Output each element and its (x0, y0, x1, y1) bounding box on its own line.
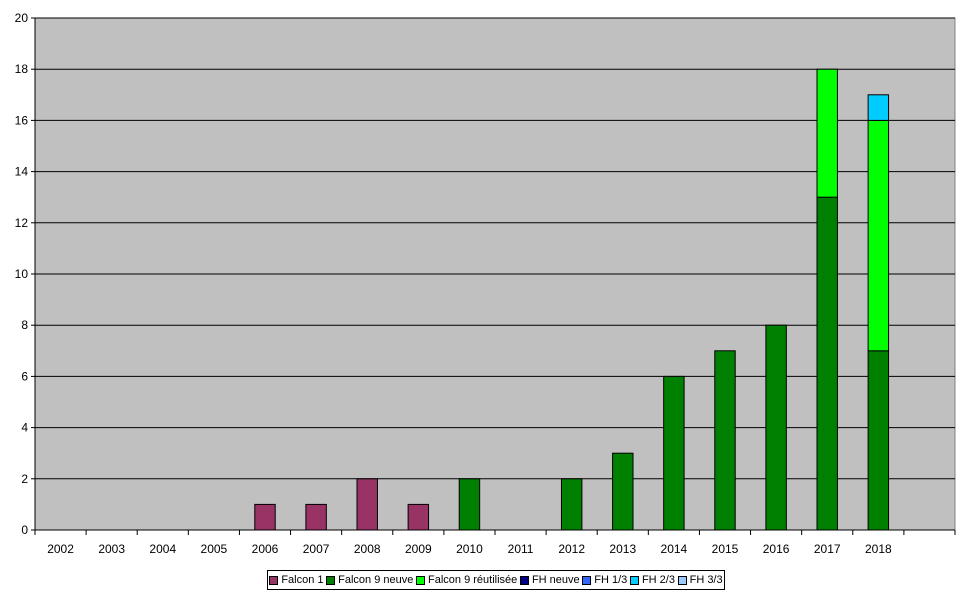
x-tick-label: 2007 (303, 542, 330, 556)
y-tick-label: 4 (21, 421, 28, 435)
legend-label: Falcon 1 (281, 574, 324, 586)
bar-segment (356, 478, 378, 531)
x-tick-label: 2006 (252, 542, 279, 556)
legend-label: FH neuve (531, 574, 580, 586)
y-tick-label: 0 (21, 523, 28, 537)
legend-label: Falcon 9 neuve (338, 574, 414, 586)
x-tick-label: 2010 (456, 542, 483, 556)
legend-swatch (416, 575, 426, 585)
legend-item: FH 3/3 (677, 574, 723, 586)
bar-segment (867, 350, 890, 531)
x-tick-label: 2014 (661, 542, 688, 556)
x-tick-label: 2017 (814, 542, 841, 556)
y-tick-label: 2 (21, 472, 28, 486)
x-tick-labels: 2002 2003 2004 2005 2006 2007 2008 2009 2010 2011… (47, 542, 892, 556)
legend-item: FH 1/3 (582, 574, 627, 586)
bar-segment (663, 375, 685, 531)
bar-segment (816, 196, 838, 531)
bar-segment (867, 119, 890, 352)
legend-swatch (326, 575, 336, 585)
x-tick-label: 2015 (712, 542, 739, 556)
x-tick-label: 2018 (865, 542, 892, 556)
bar-segment (714, 350, 736, 531)
legend-item: FH 2/3 (629, 574, 675, 586)
legend-label: FH 2/3 (641, 574, 675, 586)
x-tick-label: 2011 (508, 542, 534, 556)
bar-segment (407, 503, 430, 531)
legend-item: Falcon 1 (269, 574, 324, 586)
x-tick-label: 2013 (609, 542, 636, 556)
x-tick-label: 2002 (47, 542, 74, 556)
bar-segment (458, 478, 481, 531)
legend-label: FH 3/3 (689, 574, 723, 586)
legend-item: Falcon 9 neuve (326, 574, 413, 586)
y-tick-label: 20 (15, 11, 29, 25)
y-tick-label: 8 (21, 318, 28, 332)
axes (34, 18, 956, 535)
y-tick-label: 18 (15, 62, 29, 76)
x-tick-label: 2009 (405, 542, 432, 556)
x-tick-label: 2012 (558, 542, 585, 556)
bar-segment (612, 452, 634, 531)
x-tick-label: 2016 (763, 542, 790, 556)
bar-segment (816, 68, 838, 198)
legend-item: Falcon 9 réutilisée (416, 574, 517, 586)
x-tick-label: 2008 (354, 542, 381, 556)
bar-segment (765, 324, 787, 531)
bar-segment (254, 503, 276, 531)
legend-label: Falcon 9 réutilisée (428, 574, 518, 586)
legend: Falcon 1 Falcon 9 neuve Falcon 9 réutilisé… (267, 570, 725, 590)
bar-segment (560, 478, 583, 531)
x-tick-label: 2005 (201, 542, 228, 556)
x-tick-label: 2004 (149, 542, 176, 556)
legend-item: FH neuve (519, 574, 580, 586)
legend-swatch (629, 575, 639, 585)
y-tick-label: 6 (21, 369, 28, 383)
legend-label: FH 1/3 (594, 574, 628, 586)
y-tick-label: 16 (15, 113, 29, 127)
legend-swatch (677, 575, 687, 585)
legend-swatch (519, 575, 529, 585)
bars (254, 68, 890, 531)
y-tick-label: 10 (15, 267, 29, 281)
legend-swatch (582, 575, 592, 585)
y-tick-labels: 0 2 4 6 8 10 12 14 16 18 20 (15, 11, 29, 537)
y-tick-label: 12 (15, 216, 29, 230)
y-tick-label: 14 (15, 165, 29, 179)
legend-swatch (269, 575, 279, 585)
x-tick-label: 2003 (98, 542, 125, 556)
bar-segment (305, 503, 327, 531)
bar-segment (867, 94, 890, 121)
